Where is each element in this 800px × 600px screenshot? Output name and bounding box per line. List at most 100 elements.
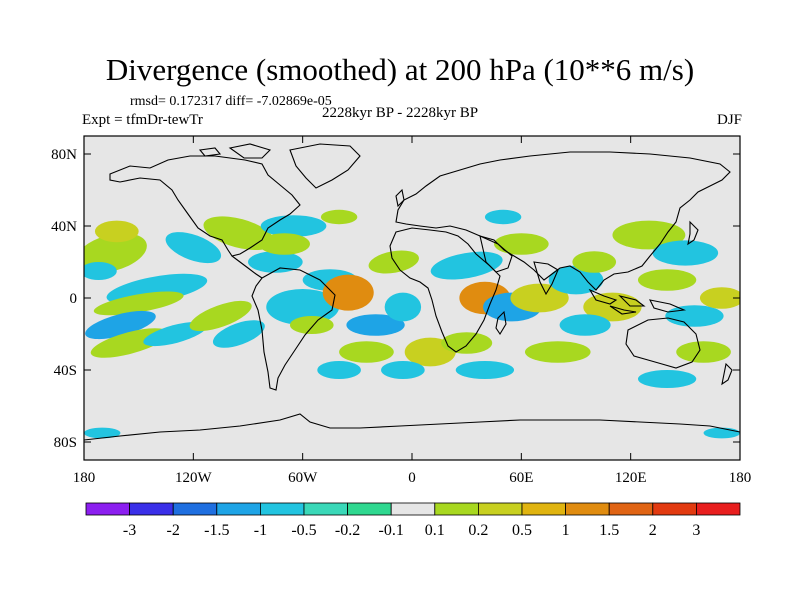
colorbar-label: 1.5 [599, 522, 619, 539]
colorbar-label: -1 [254, 522, 267, 539]
season-label: DJF [716, 112, 742, 128]
colorbar-swatch [303, 502, 348, 516]
contour-blob-neg1 [381, 361, 425, 379]
coastline-india [533, 261, 559, 296]
coastlines [84, 143, 740, 441]
coastline-arctic-islands [198, 143, 272, 159]
coastline-maritime-continent [588, 288, 687, 315]
colorbar-swatch [347, 502, 392, 516]
colorbar-swatch [434, 502, 479, 516]
colorbar-label: -1.5 [204, 522, 229, 539]
colorbar-label: -3 [123, 522, 136, 539]
contour-blob-pos2 [699, 287, 740, 309]
lat-label: 80N [51, 147, 77, 163]
coastline-japan [687, 220, 699, 246]
period-label: 2228kyr BP - 2228kyr BP [322, 105, 479, 121]
contour-blob-pos1 [637, 269, 697, 291]
colorbar-swatch [652, 502, 697, 516]
colorbar-swatch [696, 502, 741, 516]
colorbar-swatch [390, 502, 436, 516]
colorbar-swatch [216, 502, 261, 516]
lon-label: 180 [729, 470, 752, 486]
colorbar-label: -0.2 [335, 522, 360, 539]
contour-blob-pos1 [289, 316, 334, 334]
contour-blob-pos1 [258, 233, 310, 255]
contour-blob-neg1 [84, 262, 117, 280]
colorbar-label: 0.2 [468, 522, 488, 539]
contour-blob-pos1 [612, 220, 686, 250]
contour-blob-neg1 [455, 361, 515, 379]
contour-blob-pos1 [572, 251, 617, 273]
coastline-new-zealand [721, 362, 733, 386]
coastline-south-america [251, 267, 336, 391]
rmsd-stats: rmsd= 0.172317 diff= -7.02869e-05 [130, 94, 332, 109]
contour-blob-neg2 [85, 310, 156, 340]
contour-blob-neg1 [84, 427, 121, 439]
coastline-madagascar [495, 310, 507, 336]
contour-blob-pos1 [493, 233, 549, 255]
contour-blob-neg1 [266, 289, 340, 325]
colorbar-label: -0.1 [379, 522, 404, 539]
contour-blob-neg1 [548, 265, 604, 295]
contour-blob-pos1 [203, 216, 275, 251]
contour-blob-neg2 [346, 314, 405, 336]
coastline-arabia [479, 235, 513, 273]
experiment-label: Expt = tfmDr-tewTr [82, 112, 203, 128]
colorbar-label: 0.5 [512, 522, 532, 539]
contour-blob-pos1 [441, 332, 493, 354]
colorbar-label: -0.5 [291, 522, 316, 539]
colorbar-swatch [608, 502, 654, 516]
map-axes: 80N 40N 0 40S 80S 180 120W 60W 0 60E 120E 180 [51, 136, 751, 486]
lat-label: 0 [70, 291, 78, 307]
colorbar-label: 1 [562, 522, 570, 539]
contour-blob-neg1 [248, 251, 303, 273]
colorbar-swatch [259, 502, 305, 516]
contour-blob-pos1 [524, 341, 591, 363]
contour-blob-neg1 [317, 361, 361, 379]
coastline-antarctica [84, 413, 740, 441]
contour-blob-pos2 [94, 220, 139, 243]
contour-blob-neg1 [665, 305, 724, 327]
lon-label: 60E [509, 470, 533, 486]
lon-label: 0 [408, 470, 416, 486]
coastline-greenland [289, 143, 361, 189]
colorbar-label: 0.1 [425, 522, 445, 539]
contour-blob-pos2 [510, 283, 569, 313]
colorbar: -3 -2 -1.5 -1 -0.5 -0.2 -0.1 0.1 0.2 0.5 1 1.5 2 3 [85, 502, 741, 539]
contour-blob-pos3 [322, 274, 374, 311]
colorbar-label: 2 [649, 522, 657, 539]
colorbar-swatch [565, 502, 610, 516]
lat-label: 40S [54, 363, 77, 379]
lon-label: 120W [175, 470, 213, 486]
lat-label: 40N [51, 219, 77, 235]
contour-blob-pos1 [320, 209, 358, 225]
contour-blob-pos1 [368, 250, 419, 274]
contour-blob-neg1 [559, 314, 611, 336]
colorbar-label: 3 [692, 522, 700, 539]
contour-blob-neg1 [637, 370, 697, 388]
colorbar-label: -2 [167, 522, 180, 539]
lon-label: 120E [615, 470, 647, 486]
contour-blob-neg1 [703, 427, 740, 439]
divergence-contours [84, 209, 740, 439]
lon-label: 60W [288, 470, 318, 486]
contour-blob-neg1 [212, 320, 265, 348]
coastline-north-america [109, 155, 301, 257]
lat-label: 80S [54, 435, 77, 451]
contour-blob-neg1 [165, 232, 222, 264]
contour-blob-pos1 [676, 341, 731, 363]
contour-blob-pos1 [339, 341, 394, 363]
contour-blob-pos1 [189, 300, 252, 332]
map-title: Divergence (smoothed) at 200 hPa (10**6 … [105, 52, 695, 87]
contour-blob-neg1 [484, 209, 522, 225]
contour-blob-neg1 [384, 292, 422, 322]
colorbar-swatch [477, 502, 523, 516]
colorbar-swatch [129, 502, 174, 516]
colorbar-swatch [85, 502, 130, 516]
coastline-uk [395, 188, 405, 208]
coastline-central-america [231, 255, 263, 279]
contour-blob-neg1 [260, 215, 327, 237]
contour-blob-pos1 [93, 291, 184, 316]
contour-blob-neg1 [652, 240, 719, 266]
